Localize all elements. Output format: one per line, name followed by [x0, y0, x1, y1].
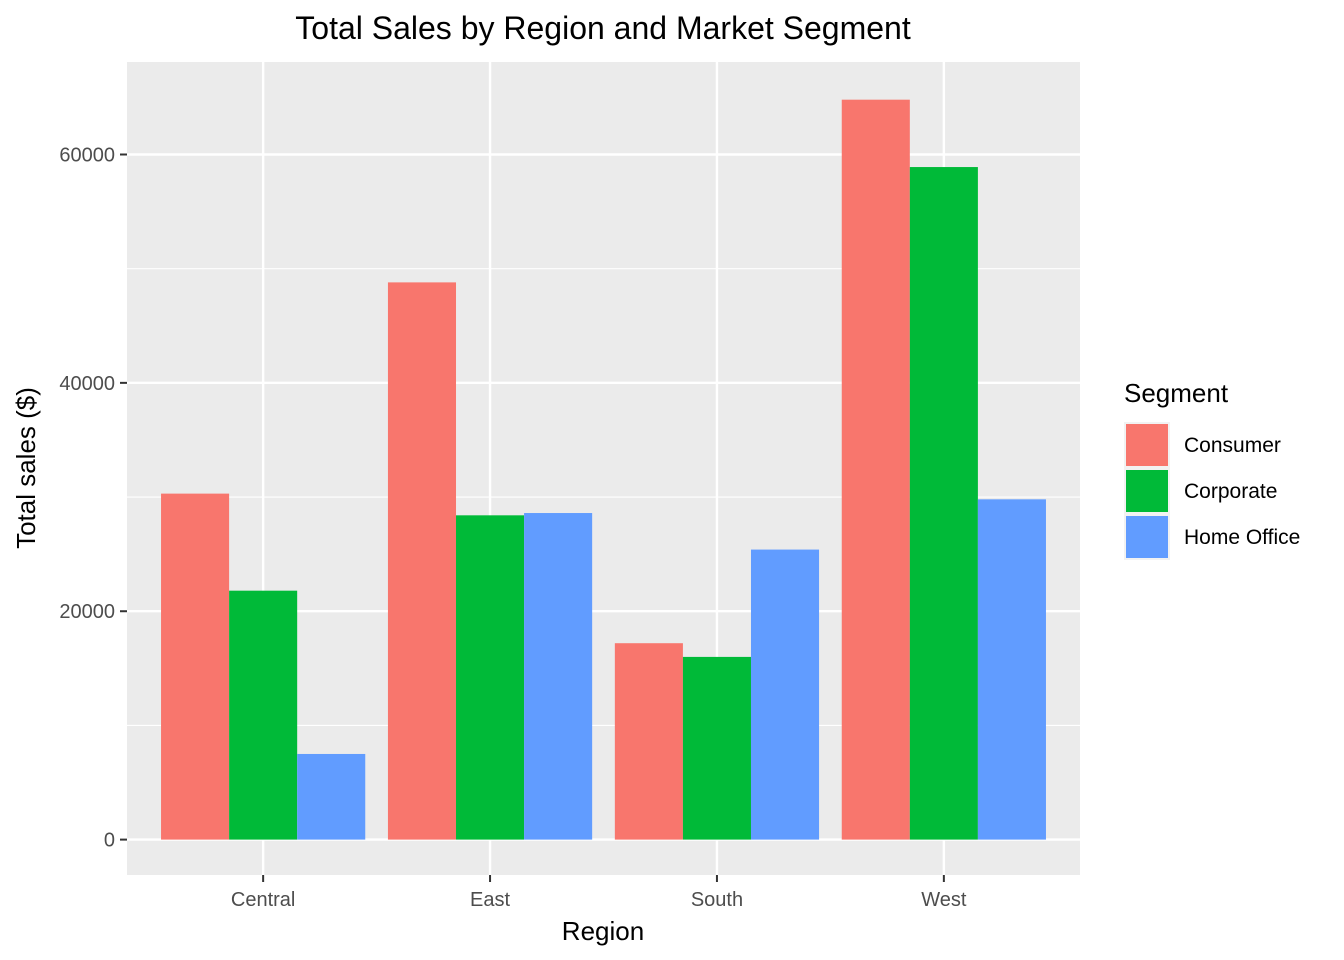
x-tick-label: Central — [231, 889, 295, 911]
bar-east-home-office — [524, 513, 593, 840]
legend-title: Segment — [1124, 378, 1229, 408]
legend-label: Corporate — [1184, 480, 1277, 503]
bars — [161, 99, 1046, 840]
bar-central-home-office — [297, 753, 366, 840]
bar-west-corporate — [909, 167, 978, 840]
legend: Segment Consumer Corporate Home Office — [1124, 378, 1300, 560]
legend-label: Consumer — [1184, 434, 1281, 457]
x-axis-ticks: Central East South West — [231, 875, 967, 911]
bar-central-corporate — [229, 590, 298, 840]
bar-east-consumer — [387, 282, 457, 840]
x-tick-label: West — [921, 889, 967, 911]
bar-east-corporate — [456, 515, 525, 840]
bar-south-consumer — [614, 643, 683, 840]
legend-swatch — [1126, 470, 1168, 512]
legend-label: Home Office — [1184, 526, 1300, 549]
y-tick-label: 20000 — [59, 601, 115, 623]
chart-title: Total Sales by Region and Market Segment — [295, 10, 911, 46]
bar-south-home-office — [750, 549, 820, 840]
bar-west-home-office — [977, 499, 1046, 840]
x-tick-label: East — [470, 889, 510, 911]
y-tick-label: 40000 — [59, 373, 115, 395]
legend-swatch — [1126, 516, 1168, 558]
y-axis-ticks: 0 20000 40000 60000 — [59, 144, 127, 852]
y-tick-label: 60000 — [59, 144, 115, 166]
bar-west-consumer — [841, 99, 910, 840]
y-axis-title: Total sales ($) — [11, 387, 41, 549]
y-tick-label: 0 — [104, 830, 115, 852]
bar-central-consumer — [161, 493, 230, 840]
x-axis-title: Region — [562, 916, 644, 946]
x-tick-label: South — [691, 889, 743, 911]
legend-swatch — [1126, 424, 1168, 466]
bar-south-corporate — [682, 656, 751, 840]
